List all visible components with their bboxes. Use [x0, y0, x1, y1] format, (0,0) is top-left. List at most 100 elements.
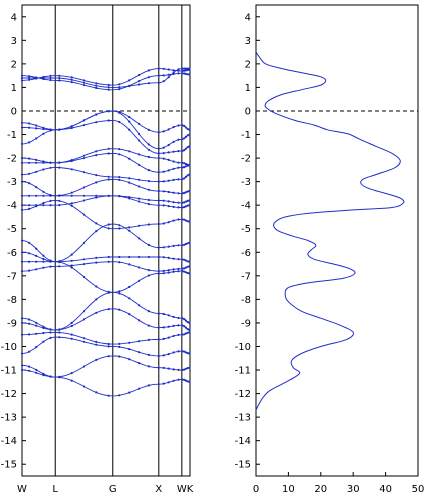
band-point	[181, 72, 184, 75]
band-point	[157, 152, 160, 155]
band-point	[95, 230, 98, 233]
band-point	[162, 204, 165, 207]
band-point	[167, 314, 170, 317]
band-point	[107, 178, 110, 181]
band-point	[28, 172, 31, 175]
band-point	[147, 143, 150, 146]
band-point	[20, 142, 24, 145]
band-point	[35, 194, 38, 197]
band-point	[128, 263, 131, 266]
band-point	[138, 153, 141, 156]
band-point	[128, 128, 131, 131]
dos-y-tick-label: 1	[245, 83, 251, 94]
band-point	[28, 194, 31, 197]
band-point	[138, 362, 141, 365]
band-point	[188, 331, 191, 334]
band-point	[181, 378, 184, 381]
band-point	[58, 79, 61, 82]
dos-y-tick-label: -1	[241, 130, 251, 141]
band-point	[138, 387, 141, 390]
band-point	[138, 80, 141, 83]
band-point	[188, 128, 191, 131]
band-point	[183, 333, 186, 336]
band-point	[42, 126, 45, 129]
band-point	[128, 177, 131, 180]
band-point	[147, 76, 150, 79]
band-point	[181, 324, 184, 327]
band-point	[172, 268, 175, 271]
band-point	[42, 260, 45, 263]
band-point	[162, 130, 165, 133]
band-y-tick-label: 3	[11, 36, 17, 47]
band-line	[21, 355, 190, 378]
band-point	[35, 158, 38, 161]
band-point	[70, 204, 73, 207]
band-point	[172, 368, 175, 371]
band-point	[95, 196, 98, 199]
band-y-tick-label: -2	[7, 154, 17, 165]
band-point	[95, 150, 98, 153]
band-point	[82, 258, 86, 261]
band-y-tick-label: -7	[7, 271, 17, 282]
band-point	[184, 271, 187, 274]
band-point	[177, 267, 180, 270]
band-point	[107, 86, 110, 89]
band-point	[188, 241, 191, 244]
band-point	[82, 199, 86, 202]
band-point	[157, 270, 160, 273]
band-point	[20, 321, 24, 324]
band-point	[28, 365, 31, 368]
band-point	[167, 245, 170, 248]
band-point	[177, 316, 180, 320]
band-line	[21, 200, 191, 230]
band-point	[186, 271, 189, 275]
band-point	[82, 186, 86, 189]
band-point	[177, 333, 180, 336]
band-point	[70, 78, 73, 81]
band-point	[177, 161, 180, 164]
band-point	[172, 69, 175, 72]
band-point	[167, 269, 170, 272]
band-point	[186, 320, 189, 324]
band-point	[118, 111, 121, 114]
band-point	[184, 200, 187, 203]
band-point	[35, 368, 38, 371]
band-y-tick-label: -11	[1, 366, 17, 377]
dos-x-tick-label: 40	[379, 484, 392, 495]
band-y-tick-label: -8	[7, 295, 17, 306]
band-line	[21, 336, 190, 357]
band-point	[186, 204, 189, 207]
band-point	[95, 181, 98, 184]
band-point	[162, 74, 165, 77]
band-point	[184, 332, 187, 335]
dos-y-tick-label: -7	[241, 271, 251, 282]
kpoint-label: X	[155, 484, 162, 495]
band-point	[177, 192, 180, 195]
band-point	[70, 259, 73, 262]
dos-x-tick-label: 10	[282, 484, 295, 495]
band-point	[42, 266, 45, 269]
band-point	[181, 201, 184, 204]
band-point	[95, 121, 98, 124]
band-point	[82, 263, 86, 266]
band-point	[138, 351, 141, 354]
band-y-tick-label: 0	[11, 106, 17, 117]
band-point	[184, 367, 187, 370]
band-point	[184, 379, 187, 382]
band-point	[162, 312, 165, 316]
band-point	[138, 266, 141, 269]
band-point	[138, 73, 141, 77]
band-point	[186, 174, 189, 177]
band-point	[183, 69, 186, 72]
band-point	[35, 124, 38, 127]
band-point	[138, 178, 141, 181]
band-point	[157, 272, 160, 275]
band-point	[70, 379, 73, 382]
band-line	[22, 331, 191, 345]
band-point	[183, 191, 186, 195]
band-y-tick-label: -9	[7, 318, 17, 329]
band-point	[28, 318, 31, 321]
band-y-tick-label: -1	[7, 130, 17, 141]
band-point	[107, 83, 110, 87]
band-point	[138, 200, 141, 203]
